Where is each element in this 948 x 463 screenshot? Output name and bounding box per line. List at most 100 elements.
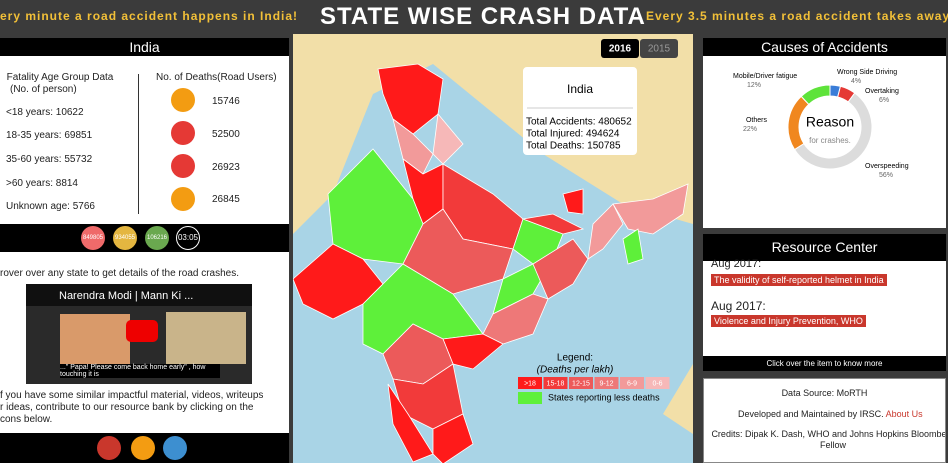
year-button[interactable] [601, 39, 639, 58]
resource-panel: Resource Center Aug 2017: The validity o… [703, 234, 946, 371]
contribute-text: f you have some similar impactful materi… [0, 390, 264, 401]
tooltip-line: Total Injured: 494624 [526, 129, 620, 140]
age-group: >60 years: 8814 [6, 178, 78, 189]
timer: 03:05 [176, 226, 200, 250]
tooltip-title: India [567, 82, 593, 96]
state [532, 238, 589, 300]
cause-name: Overtaking [865, 88, 899, 95]
badge: 849805 [81, 226, 105, 250]
cause-percent: 12% [747, 82, 761, 89]
state [432, 413, 474, 463]
legend-bin: 9-12 [599, 380, 613, 387]
doc-icon[interactable] [163, 436, 187, 460]
ticker-right: Every 3.5 minutes a road accident takes … [646, 9, 948, 23]
state [377, 63, 444, 135]
legend-swatch [518, 377, 542, 389]
video-scene [166, 312, 246, 364]
cause-percent: 22% [743, 126, 757, 133]
panel-title: Resource Center [703, 234, 946, 261]
top-bar: ery minute a road accident happens in In… [0, 0, 948, 34]
india-panel: India Fatality Age Group Data (No. of pe… [0, 38, 289, 463]
pedestrian-icon [171, 88, 195, 112]
cause-name: Overspeeding [865, 163, 909, 170]
developed-by: Developed and Maintained by IRSC. About … [738, 409, 923, 419]
data-source: Data Source: MoRTH [781, 388, 868, 398]
blog-icon[interactable] [131, 436, 155, 460]
neighbors [663, 364, 693, 434]
cause-percent: 56% [879, 172, 893, 179]
donut-chart: Wrong Side Driving 4% Overtaking 6% Overspee… [733, 69, 909, 179]
age-heading: Fatality Age Group Data [6, 72, 114, 83]
resource-link[interactable]: The validity of self-reported helmet in … [711, 274, 887, 286]
cause-percent: 4% [851, 78, 861, 85]
badge-bar: 849805 934055 106216 03:05 [0, 224, 289, 252]
video-icon[interactable] [97, 436, 121, 460]
cause-name: Wrong Side Driving [837, 69, 897, 76]
state [612, 183, 689, 235]
ticker-left: ery minute a road accident happens in In… [0, 9, 299, 23]
age-group: 18-35 years: 69851 [6, 130, 93, 141]
car-icon [171, 154, 195, 178]
legend-low: States reporting less deaths [548, 392, 660, 402]
state [562, 188, 584, 215]
panel-title: Causes of Accidents [703, 38, 946, 56]
resource-hint: Click over the item to know more [703, 356, 946, 371]
cause-percent: 6% [879, 97, 889, 104]
video-caption: ..." Papa! Please come back home early" … [60, 364, 220, 378]
divider [138, 74, 139, 214]
deaths-value: 26845 [212, 194, 240, 205]
age-group: 35-60 years: 55732 [6, 154, 93, 165]
contribute-text: r ideas, contribute to our resource bank… [0, 402, 254, 413]
legend-swatch [518, 392, 542, 404]
legend-bin: 6-9 [627, 380, 637, 387]
age-group: Unknown age: 5766 [6, 201, 95, 212]
age-sub: (No. of person) [10, 84, 77, 95]
state [392, 118, 434, 175]
credits: Credits: Dipak K. Dash, WHO and Johns Ho… [711, 429, 946, 450]
resource-date: Aug 2017: [711, 258, 762, 270]
legend-swatch [645, 377, 670, 389]
about-link[interactable]: About Us [885, 409, 923, 419]
legend-swatch [569, 377, 593, 389]
motorbike-icon [171, 121, 195, 145]
legend-swatch [620, 377, 644, 389]
video-thumb [60, 314, 130, 364]
donut-center: Reason [806, 114, 854, 130]
legend-swatch [543, 377, 568, 389]
hover-hint: rover over any state to get details of t… [0, 268, 240, 279]
resource-date: Aug 2017: [711, 299, 766, 313]
legend-bin: 15-18 [547, 380, 565, 387]
footer-panel: Data Source: MoRTH Developed and Maintai… [703, 378, 946, 463]
video-bar [26, 284, 252, 306]
developed-text: Developed and Maintained by IRSC. [738, 409, 884, 419]
state [587, 203, 624, 260]
legend-bin: 0-6 [652, 380, 662, 387]
panel-title: India [0, 38, 289, 56]
cause-name: Mobile/Driver fatigue [733, 73, 797, 80]
legend-bin: >18 [524, 380, 536, 387]
legend-subtitle: (Deaths per lakh) [537, 365, 614, 376]
resource-link[interactable]: Violence and Injury Prevention, WHO [711, 315, 866, 327]
badge: 106216 [145, 226, 169, 250]
legend-bin: 12-15 [572, 380, 590, 387]
play-button[interactable] [126, 320, 158, 342]
badge: 934055 [113, 226, 137, 250]
year-label[interactable]: 2015 [648, 44, 671, 55]
video[interactable]: Narendra Modi | Mann Ki ... ..." Papa! P… [26, 284, 252, 384]
donut-segment [800, 84, 831, 106]
state [622, 228, 644, 265]
state [521, 213, 585, 235]
year-button[interactable] [640, 39, 678, 58]
page-title: STATE WISE CRASH DATA [320, 3, 646, 30]
tooltip-line: Total Accidents: 480652 [526, 117, 632, 128]
causes-panel: Causes of Accidents Wrong Side Driving 4%… [703, 38, 946, 228]
deaths-value: 52500 [212, 129, 240, 140]
video-title: Narendra Modi | Mann Ki ... [59, 290, 194, 302]
age-group: <18 years: 10622 [6, 107, 84, 118]
donut-center-sub: for crashes. [809, 136, 851, 145]
tooltip-line: Total Deaths: 150785 [526, 141, 621, 152]
year-label[interactable]: 2016 [609, 44, 632, 55]
state [387, 383, 434, 463]
legend-title: Legend: [557, 353, 593, 364]
